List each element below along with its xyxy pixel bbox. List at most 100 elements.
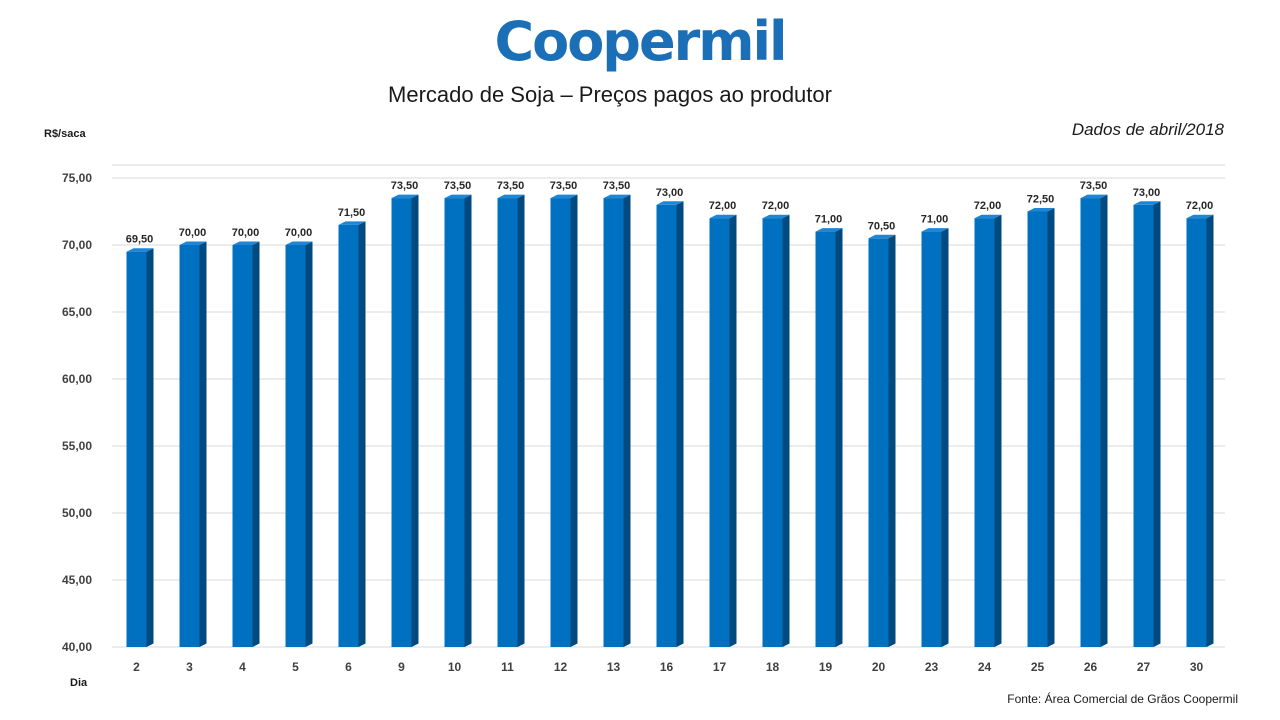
- bar-top: [391, 194, 419, 199]
- data-label: 70,50: [868, 220, 896, 232]
- bar-top: [868, 234, 896, 239]
- bar-top: [1080, 194, 1108, 199]
- bar: [603, 198, 624, 647]
- x-tick-label: 20: [872, 660, 886, 674]
- x-tick-label: 23: [925, 660, 939, 674]
- bar-side: [517, 194, 525, 647]
- bar-top: [550, 194, 578, 199]
- bar: [762, 218, 783, 647]
- x-tick-label: 3: [186, 660, 193, 674]
- bar: [1186, 218, 1207, 647]
- bar-top: [974, 214, 1002, 219]
- bar-top: [1133, 201, 1161, 205]
- bar-side: [464, 194, 472, 647]
- data-label: 73,00: [656, 187, 684, 199]
- bar-top: [815, 228, 843, 232]
- x-tick-label: 17: [713, 660, 727, 674]
- chart-title: Mercado de Soja – Preços pagos ao produt…: [388, 82, 832, 107]
- bar-top: [709, 214, 737, 219]
- bar-top: [338, 221, 366, 225]
- y-tick-label: 50,00: [62, 506, 92, 520]
- y-axis-label: R$/saca: [44, 128, 86, 140]
- x-tick-label: 2: [133, 660, 140, 674]
- x-tick-label: 12: [554, 660, 568, 674]
- x-tick-label: 18: [766, 660, 780, 674]
- bar-side: [782, 214, 790, 647]
- bar-side: [305, 241, 313, 647]
- bar: [1080, 198, 1101, 647]
- data-label: 73,50: [444, 180, 472, 192]
- data-label: 69,50: [126, 234, 154, 246]
- data-label: 70,00: [232, 227, 260, 239]
- x-tick-label: 9: [398, 660, 405, 674]
- bar-top: [603, 194, 631, 199]
- data-label: 73,50: [391, 180, 419, 192]
- data-label: 72,00: [709, 200, 737, 212]
- coopermil-logo: Coopermil: [0, 10, 1280, 73]
- data-label: 72,00: [762, 200, 790, 212]
- bar-side: [252, 241, 260, 647]
- bar: [1133, 204, 1154, 648]
- x-tick-label: 13: [607, 660, 621, 674]
- source-note: Fonte: Área Comercial de Grãos Coopermil: [1007, 692, 1238, 706]
- x-tick-label: 26: [1084, 660, 1098, 674]
- y-tick-label: 45,00: [62, 573, 92, 587]
- bar: [391, 198, 412, 647]
- data-label: 73,00: [1133, 187, 1161, 199]
- data-label: 71,50: [338, 207, 366, 219]
- bar-side: [358, 221, 366, 647]
- bar-side: [888, 234, 896, 648]
- x-tick-label: 30: [1190, 660, 1204, 674]
- bar-top: [285, 241, 313, 245]
- data-label: 72,50: [1027, 194, 1055, 206]
- x-tick-label: 16: [660, 660, 674, 674]
- bar: [974, 218, 995, 647]
- x-tick-label: 4: [239, 660, 246, 674]
- data-label: 73,50: [550, 180, 578, 192]
- bar-top: [656, 201, 684, 205]
- bar-side: [411, 194, 419, 647]
- bar: [232, 245, 253, 647]
- x-tick-label: 5: [292, 660, 299, 674]
- data-label: 70,00: [179, 227, 207, 239]
- bar: [285, 245, 306, 647]
- bar-side: [1206, 214, 1214, 647]
- data-label: 73,50: [1080, 180, 1108, 192]
- data-label: 70,00: [285, 227, 313, 239]
- x-axis-label: Dia: [70, 677, 88, 689]
- bar-side: [835, 228, 843, 647]
- y-tick-label: 75,00: [62, 171, 92, 185]
- bar-top: [444, 194, 472, 199]
- bar-top: [762, 214, 790, 219]
- bar: [444, 198, 465, 647]
- bar-side: [199, 241, 207, 647]
- bar-side: [146, 248, 154, 647]
- data-label: 73,50: [603, 180, 631, 192]
- x-tick-label: 11: [501, 660, 514, 674]
- bar-top: [126, 248, 154, 252]
- y-tick-label: 65,00: [62, 305, 92, 319]
- bar-side: [676, 201, 684, 648]
- bar: [126, 251, 147, 647]
- bar-side: [1153, 201, 1161, 648]
- x-tick-label: 24: [978, 660, 992, 674]
- bar: [656, 204, 677, 648]
- bar-top: [921, 228, 949, 232]
- data-label: 72,00: [974, 200, 1002, 212]
- y-tick-label: 40,00: [62, 640, 92, 654]
- chart-subtitle: Dados de abril/2018: [1071, 120, 1224, 139]
- logo-text: Coopermil: [494, 10, 787, 73]
- x-tick-label: 25: [1031, 660, 1045, 674]
- x-tick-label: 10: [448, 660, 462, 674]
- x-tick-label: 27: [1137, 660, 1151, 674]
- bar-side: [623, 194, 631, 647]
- data-label: 73,50: [497, 180, 525, 192]
- y-tick-label: 60,00: [62, 372, 92, 386]
- bar: [1027, 211, 1048, 647]
- bar: [497, 198, 518, 647]
- bar-side: [941, 228, 949, 647]
- bar-side: [994, 214, 1002, 647]
- bar: [709, 218, 730, 647]
- bar: [868, 238, 889, 648]
